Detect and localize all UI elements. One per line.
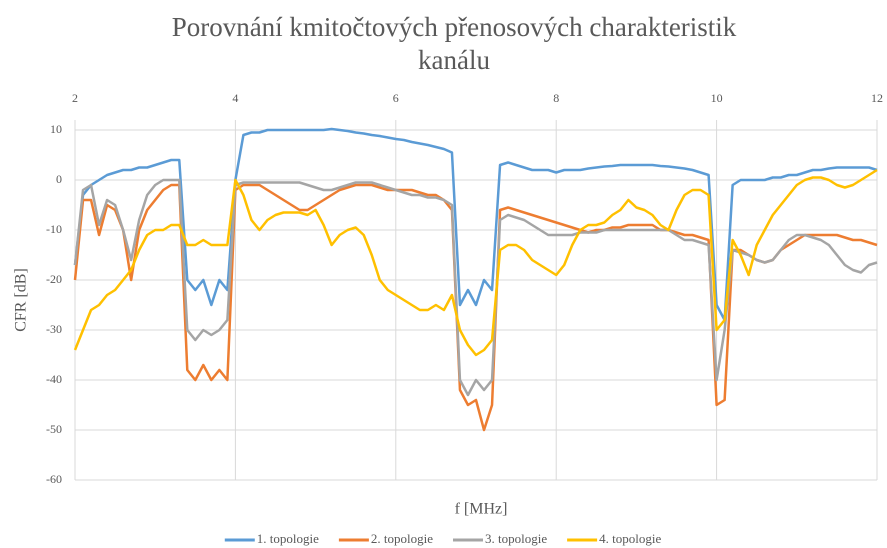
x-tick-label: 12 [871,91,883,105]
series-line [73,183,878,432]
series-line [73,168,878,357]
series-line [73,127,878,322]
x-tick-label: 4 [232,91,238,105]
chart-title-line2: kanálu [418,45,490,75]
x-tick-label: 8 [553,91,559,105]
y-tick-label: -20 [46,272,62,286]
legend-label: 3. topologie [485,531,547,546]
x-tick-label: 6 [393,91,399,105]
legend: 1. topologie 2. topologie 3. topologie 4. t… [224,531,661,546]
y-tick-label: -40 [46,372,62,386]
legend-label: 1. topologie [257,531,319,546]
series-line [73,178,878,397]
x-tick-label: 10 [711,91,723,105]
chart-title: Porovnání kmitočtových přenosových chara… [172,12,737,42]
legend-label: 4. topologie [599,531,661,546]
y-axis-label: CFR [dB] [13,268,30,332]
y-tick-label: 10 [50,122,62,136]
x-axis-label: f [MHz] [455,501,508,518]
y-tick-label: -60 [46,472,62,486]
y-tick-label: -10 [46,222,62,236]
y-tick-label: -30 [46,322,62,336]
legend-label: 2. topologie [371,531,433,546]
y-tick-label: 0 [56,172,62,186]
y-tick-label: -50 [46,422,62,436]
x-tick-label: 2 [72,91,78,105]
